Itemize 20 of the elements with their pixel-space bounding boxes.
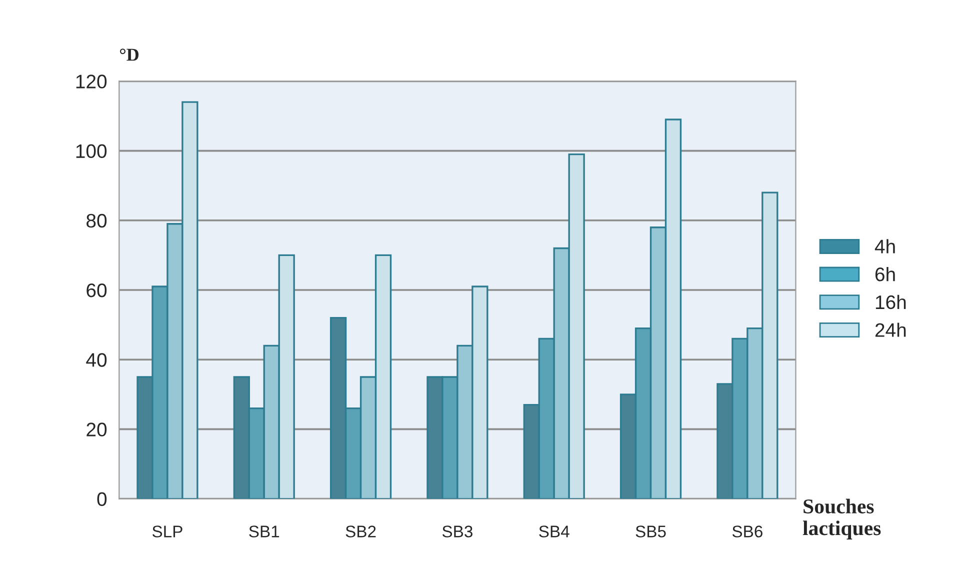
x-tick-label: SB3 bbox=[442, 526, 472, 538]
y-tick-label: 40 bbox=[86, 353, 107, 367]
x-tick-label: SB1 bbox=[249, 526, 280, 538]
legend-label: 4h bbox=[874, 239, 895, 254]
x-axis-title: Souches lactiques bbox=[802, 498, 881, 540]
y-tick-label: 60 bbox=[86, 283, 107, 298]
y-tick-label: 80 bbox=[86, 214, 107, 228]
y-tick-label: 100 bbox=[76, 144, 107, 158]
x-tick-label: SB2 bbox=[346, 526, 376, 538]
x-tick-label: SB4 bbox=[539, 526, 570, 538]
legend-label: 6h bbox=[875, 267, 895, 282]
y-axis-title: °D bbox=[120, 48, 138, 61]
x-tick-label: SB6 bbox=[732, 526, 762, 538]
x-tick-label: SB5 bbox=[636, 526, 666, 538]
y-tick-label: 20 bbox=[86, 422, 107, 436]
y-tick-label: 120 bbox=[76, 74, 107, 88]
x-tick-label: SLP bbox=[152, 526, 182, 538]
y-tick-label: 0 bbox=[97, 492, 107, 506]
legend-label: 16h bbox=[876, 294, 906, 310]
legend-label: 24h bbox=[875, 322, 906, 337]
